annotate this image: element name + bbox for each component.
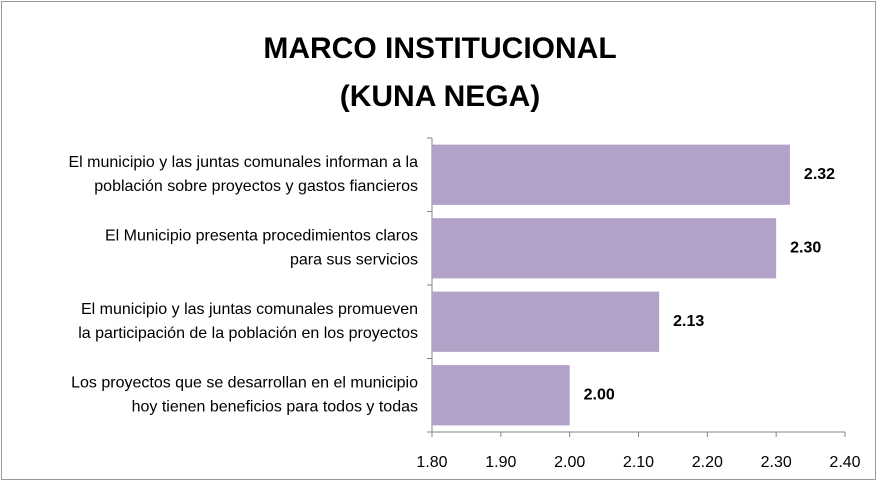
value-label: 2.13 — [673, 313, 704, 330]
bar — [432, 218, 777, 279]
chart-title: MARCO INSTITUCIONAL — [263, 32, 616, 65]
chart-title: (KUNA NEGA) — [340, 80, 541, 113]
x-tick-label: 2.30 — [761, 454, 792, 471]
value-label: 2.32 — [804, 166, 835, 183]
x-tick-label: 1.90 — [485, 454, 516, 471]
y-tick-label: la participación de la población en los … — [78, 325, 418, 342]
x-tick-label: 1.80 — [416, 454, 447, 471]
y-tick-label: El municipio y las juntas comunales info… — [69, 154, 419, 171]
bar — [432, 365, 570, 426]
value-label: 2.30 — [790, 239, 821, 256]
y-tick-label: para sus servicios — [290, 251, 418, 268]
x-tick-label: 2.40 — [829, 454, 860, 471]
x-tick-label: 2.00 — [554, 454, 585, 471]
y-tick-label: población sobre proyectos y gastos fianc… — [94, 178, 418, 195]
y-tick-label: hoy tienen beneficios para todos y todas — [132, 398, 418, 415]
bar — [432, 291, 660, 352]
value-label: 2.00 — [584, 386, 615, 403]
x-tick-label: 2.10 — [623, 454, 654, 471]
x-tick-label: 2.20 — [692, 454, 723, 471]
y-tick-label: El Municipio presenta procedimientos cla… — [105, 227, 418, 244]
bar — [432, 144, 790, 205]
y-tick-label: Los proyectos que se desarrollan en el m… — [71, 374, 418, 391]
y-tick-label: El municipio y las juntas comunales prom… — [81, 301, 418, 318]
